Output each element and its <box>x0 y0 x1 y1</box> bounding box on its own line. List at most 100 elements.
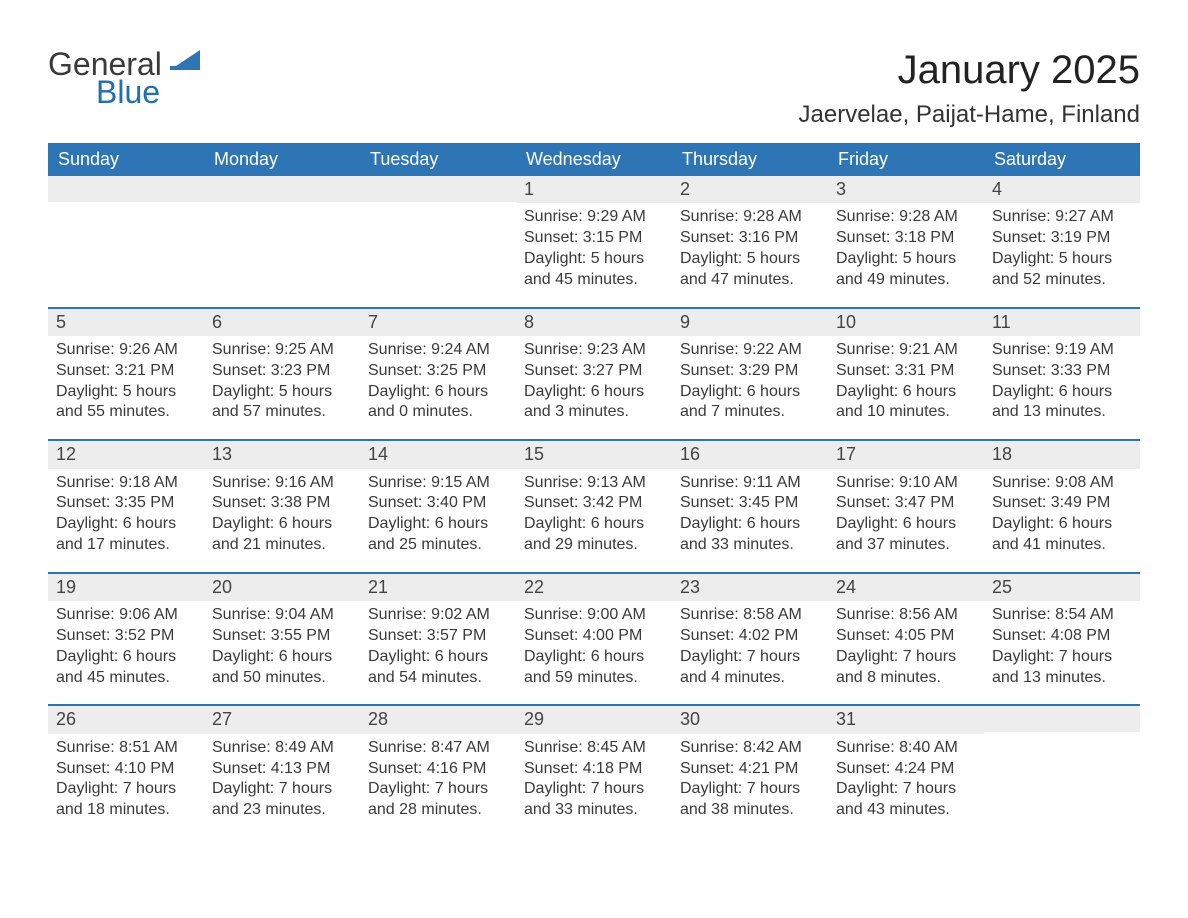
daylight-line-1: Daylight: 6 hours <box>56 514 196 535</box>
sunset-line: Sunset: 4:00 PM <box>524 626 664 647</box>
daylight-line-1: Daylight: 5 hours <box>524 249 664 270</box>
day-number: 1 <box>516 176 672 203</box>
day-number: 27 <box>204 706 360 733</box>
day-cell <box>360 176 516 307</box>
sunset-line: Sunset: 3:49 PM <box>992 493 1132 514</box>
daylight-line-2: and 28 minutes. <box>368 800 508 821</box>
daylight-line-2: and 50 minutes. <box>212 668 352 689</box>
daylight-line-1: Daylight: 6 hours <box>992 382 1132 403</box>
sunset-line: Sunset: 3:18 PM <box>836 228 976 249</box>
day-body: Sunrise: 9:25 AMSunset: 3:23 PMDaylight:… <box>204 340 360 423</box>
day-cell: 4 Sunrise: 9:27 AMSunset: 3:19 PMDaylight… <box>984 176 1140 307</box>
daylight-line-2: and 41 minutes. <box>992 535 1132 556</box>
daylight-line-2: and 54 minutes. <box>368 668 508 689</box>
sunset-line: Sunset: 4:05 PM <box>836 626 976 647</box>
sunrise-line: Sunrise: 8:47 AM <box>368 738 508 759</box>
day-cell: 17Sunrise: 9:10 AMSunset: 3:47 PMDayligh… <box>828 441 984 572</box>
day-body: Sunrise: 9:10 AMSunset: 3:47 PMDaylight:… <box>828 473 984 556</box>
sunset-line: Sunset: 4:24 PM <box>836 759 976 780</box>
day-number: 31 <box>828 706 984 733</box>
daylight-line-1: Daylight: 7 hours <box>836 647 976 668</box>
daylight-line-2: and 33 minutes. <box>524 800 664 821</box>
day-cell: 12Sunrise: 9:18 AMSunset: 3:35 PMDayligh… <box>48 441 204 572</box>
sunrise-line: Sunrise: 9:22 AM <box>680 340 820 361</box>
daylight-line-1: Daylight: 6 hours <box>836 514 976 535</box>
location-text: Jaervelae, Paijat-Hame, Finland <box>799 101 1141 129</box>
day-cell <box>984 706 1140 837</box>
sunrise-line: Sunrise: 9:16 AM <box>212 473 352 494</box>
sunrise-line: Sunrise: 9:11 AM <box>680 473 820 494</box>
day-number: 2 <box>672 176 828 203</box>
day-body: Sunrise: 8:56 AMSunset: 4:05 PMDaylight:… <box>828 605 984 688</box>
day-cell: 22Sunrise: 9:00 AMSunset: 4:00 PMDayligh… <box>516 574 672 705</box>
day-body: Sunrise: 9:23 AMSunset: 3:27 PMDaylight:… <box>516 340 672 423</box>
sunrise-line: Sunrise: 9:02 AM <box>368 605 508 626</box>
day-number: 10 <box>828 309 984 336</box>
day-body: Sunrise: 9:22 AMSunset: 3:29 PMDaylight:… <box>672 340 828 423</box>
sunset-line: Sunset: 3:35 PM <box>56 493 196 514</box>
sunset-line: Sunset: 3:45 PM <box>680 493 820 514</box>
day-cell: 24Sunrise: 8:56 AMSunset: 4:05 PMDayligh… <box>828 574 984 705</box>
sunset-line: Sunset: 3:31 PM <box>836 361 976 382</box>
day-number <box>984 706 1140 732</box>
sunrise-line: Sunrise: 9:28 AM <box>836 207 976 228</box>
daylight-line-1: Daylight: 6 hours <box>836 382 976 403</box>
day-cell: 27Sunrise: 8:49 AMSunset: 4:13 PMDayligh… <box>204 706 360 837</box>
day-number: 4 <box>984 176 1140 203</box>
sunrise-line: Sunrise: 8:51 AM <box>56 738 196 759</box>
daylight-line-1: Daylight: 5 hours <box>56 382 196 403</box>
sunrise-line: Sunrise: 9:06 AM <box>56 605 196 626</box>
day-cell: 19Sunrise: 9:06 AMSunset: 3:52 PMDayligh… <box>48 574 204 705</box>
weekday-header: Monday <box>204 143 360 176</box>
day-body: Sunrise: 9:28 AMSunset: 3:16 PMDaylight:… <box>672 207 828 290</box>
day-body: Sunrise: 8:45 AMSunset: 4:18 PMDaylight:… <box>516 738 672 821</box>
day-body: Sunrise: 9:27 AMSunset: 3:19 PMDaylight:… <box>984 207 1140 290</box>
daylight-line-2: and 0 minutes. <box>368 402 508 423</box>
logo: General Blue <box>48 48 200 108</box>
sunset-line: Sunset: 3:29 PM <box>680 361 820 382</box>
day-number: 19 <box>48 574 204 601</box>
day-body: Sunrise: 8:47 AMSunset: 4:16 PMDaylight:… <box>360 738 516 821</box>
weekday-header: Tuesday <box>360 143 516 176</box>
weekday-header: Sunday <box>48 143 204 176</box>
daylight-line-1: Daylight: 6 hours <box>368 647 508 668</box>
day-cell: 15Sunrise: 9:13 AMSunset: 3:42 PMDayligh… <box>516 441 672 572</box>
day-number: 29 <box>516 706 672 733</box>
day-number: 16 <box>672 441 828 468</box>
weekday-header: Friday <box>828 143 984 176</box>
sunset-line: Sunset: 4:21 PM <box>680 759 820 780</box>
daylight-line-2: and 25 minutes. <box>368 535 508 556</box>
daylight-line-2: and 21 minutes. <box>212 535 352 556</box>
daylight-line-2: and 59 minutes. <box>524 668 664 689</box>
daylight-line-1: Daylight: 7 hours <box>524 779 664 800</box>
sunset-line: Sunset: 3:25 PM <box>368 361 508 382</box>
sunset-line: Sunset: 3:27 PM <box>524 361 664 382</box>
sunset-line: Sunset: 3:15 PM <box>524 228 664 249</box>
sunrise-line: Sunrise: 8:56 AM <box>836 605 976 626</box>
sunrise-line: Sunrise: 8:58 AM <box>680 605 820 626</box>
daylight-line-2: and 57 minutes. <box>212 402 352 423</box>
sunrise-line: Sunrise: 9:15 AM <box>368 473 508 494</box>
day-body: Sunrise: 9:24 AMSunset: 3:25 PMDaylight:… <box>360 340 516 423</box>
logo-word-blue: Blue <box>96 76 200 108</box>
day-cell: 5Sunrise: 9:26 AMSunset: 3:21 PMDaylight… <box>48 309 204 440</box>
daylight-line-2: and 55 minutes. <box>56 402 196 423</box>
daylight-line-1: Daylight: 6 hours <box>680 514 820 535</box>
top-bar: General Blue January 2025 Jaervelae, Pai… <box>48 48 1140 129</box>
daylight-line-2: and 49 minutes. <box>836 270 976 291</box>
day-cell: 18Sunrise: 9:08 AMSunset: 3:49 PMDayligh… <box>984 441 1140 572</box>
day-cell: 11Sunrise: 9:19 AMSunset: 3:33 PMDayligh… <box>984 309 1140 440</box>
day-body: Sunrise: 8:54 AMSunset: 4:08 PMDaylight:… <box>984 605 1140 688</box>
daylight-line-1: Daylight: 6 hours <box>992 514 1132 535</box>
sunrise-line: Sunrise: 9:27 AM <box>992 207 1132 228</box>
sunrise-line: Sunrise: 9:04 AM <box>212 605 352 626</box>
daylight-line-2: and 10 minutes. <box>836 402 976 423</box>
day-body: Sunrise: 9:02 AMSunset: 3:57 PMDaylight:… <box>360 605 516 688</box>
day-cell: 29 Sunrise: 8:45 AMSunset: 4:18 PMDayligh… <box>516 706 672 837</box>
day-number: 23 <box>672 574 828 601</box>
sunrise-line: Sunrise: 8:49 AM <box>212 738 352 759</box>
sunrise-line: Sunrise: 9:23 AM <box>524 340 664 361</box>
sunrise-line: Sunrise: 9:00 AM <box>524 605 664 626</box>
day-cell <box>204 176 360 307</box>
sunrise-line: Sunrise: 8:45 AM <box>524 738 664 759</box>
